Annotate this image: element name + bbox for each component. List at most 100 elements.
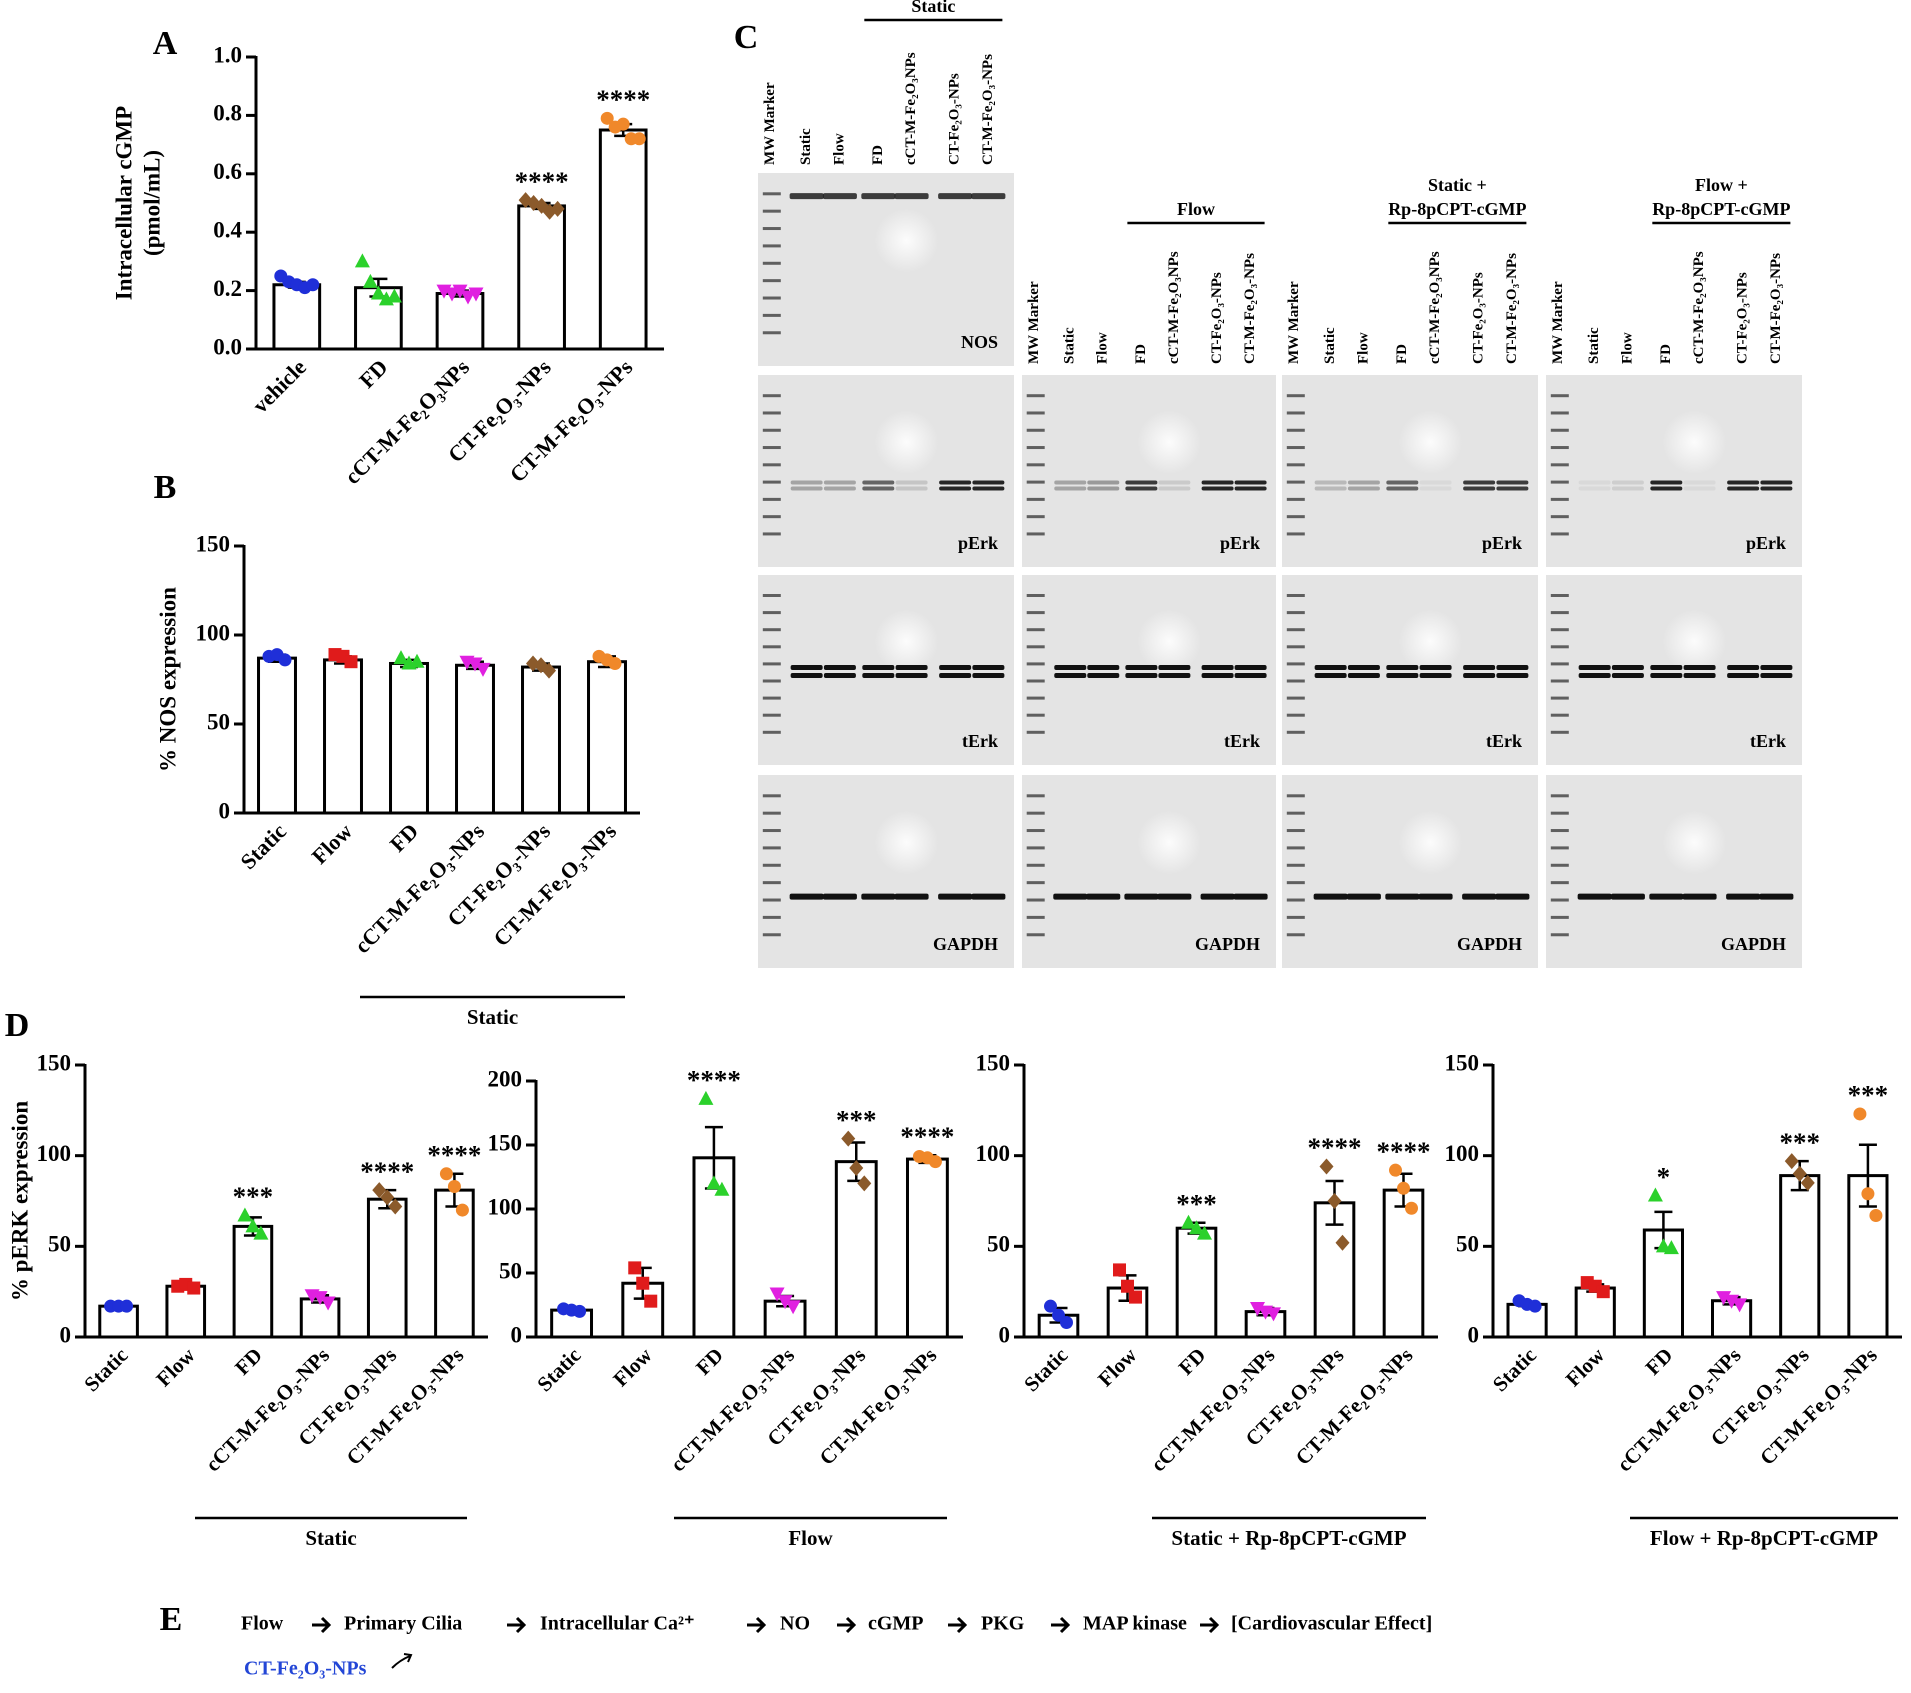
- data-point: [1397, 1181, 1410, 1195]
- ladder-band: [1550, 532, 1569, 536]
- data-point: [849, 1160, 864, 1177]
- x-tick-label: CT-M-Fe₂O₃-NPs: [1291, 1343, 1418, 1470]
- band: [1201, 486, 1234, 491]
- band: [1611, 486, 1644, 491]
- lane-label: CT-M-Fe₂O₃-NPs: [980, 54, 996, 165]
- data-point: [1113, 1263, 1126, 1277]
- ladder-band: [1026, 829, 1045, 833]
- band: [822, 193, 857, 200]
- data-point: [1596, 1285, 1610, 1299]
- ladder-band: [1286, 881, 1305, 885]
- x-tick-label: Flow: [1093, 1342, 1142, 1391]
- x-tick-label: FD: [1641, 1343, 1678, 1380]
- ladder-band: [1550, 411, 1569, 415]
- data-point: [1335, 1234, 1350, 1251]
- panel-label: E: [160, 1601, 183, 1638]
- data-point: [628, 1261, 642, 1275]
- lane-label: MW Marker: [762, 82, 778, 165]
- bar: [272, 283, 322, 351]
- ladder-band: [1026, 611, 1045, 615]
- band: [1087, 486, 1120, 491]
- lane-label: CT-M-Fe₂O₃-NPs: [1768, 253, 1784, 364]
- ladder-band: [1550, 480, 1569, 484]
- data-point: [245, 1218, 261, 1233]
- blot-glow: [1662, 410, 1727, 475]
- band: [1125, 673, 1158, 678]
- ladder-band: [1550, 915, 1569, 919]
- ladder-band: [1550, 662, 1569, 666]
- ladder-band: [1550, 829, 1569, 833]
- significance: ****: [1308, 1133, 1362, 1163]
- data-point: [354, 253, 370, 268]
- band: [1234, 486, 1267, 491]
- ladder-band: [1286, 515, 1305, 519]
- significance: ***: [836, 1105, 877, 1135]
- ladder-band: [762, 898, 781, 902]
- lane-label: cCT-M-Fe₂O₃NPs: [1691, 251, 1707, 364]
- band: [1347, 673, 1380, 678]
- band: [1496, 480, 1529, 485]
- blot: [1282, 375, 1538, 567]
- ladder-band: [1026, 446, 1045, 450]
- ladder-band: [1286, 713, 1305, 717]
- ladder-band: [1286, 446, 1305, 450]
- ladder-band: [1286, 794, 1305, 798]
- ladder-band: [1550, 594, 1569, 597]
- band: [972, 480, 1005, 485]
- band: [1462, 893, 1497, 900]
- band: [972, 673, 1005, 678]
- bar: [257, 656, 297, 815]
- band: [895, 665, 928, 670]
- x-tick-label: cCT-M-Fe₂O₃-NPs: [1612, 1343, 1745, 1476]
- band: [1386, 673, 1419, 678]
- y-tick-label: 150: [37, 1050, 72, 1075]
- ladder-band: [1026, 497, 1045, 501]
- data-point: [386, 288, 402, 303]
- data-point: [187, 1281, 201, 1295]
- ladder-band: [1026, 662, 1045, 666]
- ladder-band: [1026, 730, 1045, 734]
- data-point: [237, 1207, 253, 1222]
- data-point: [409, 653, 425, 668]
- x-tick-label: FD: [354, 354, 392, 392]
- band: [1727, 486, 1760, 491]
- band: [1054, 486, 1087, 491]
- protein-label: pErk: [1482, 533, 1522, 553]
- ladder-band: [1286, 594, 1305, 597]
- pathway-arrow: [1051, 1616, 1071, 1634]
- data-point: [573, 1304, 587, 1318]
- pathway-arrow: [312, 1616, 332, 1634]
- ladder-band: [1550, 645, 1569, 649]
- y-tick-label: 50: [1456, 1232, 1479, 1257]
- ladder-band: [762, 296, 781, 300]
- ladder-band: [1286, 898, 1305, 902]
- group-label: Static + Rp-8pCPT-cGMP: [1171, 1526, 1406, 1550]
- ladder-band: [762, 811, 781, 815]
- ladder-band: [762, 532, 781, 536]
- ladder-band: [1026, 881, 1045, 885]
- ladder-band: [762, 227, 781, 231]
- data-point: [1389, 1163, 1402, 1177]
- data-point: [468, 287, 484, 302]
- bar: [834, 1160, 878, 1339]
- ladder-band: [1550, 846, 1569, 850]
- lane-label: Flow: [831, 133, 847, 165]
- data-point: [636, 1276, 650, 1290]
- blot-glow: [1137, 410, 1202, 475]
- band: [972, 665, 1005, 670]
- ladder-band: [762, 933, 781, 937]
- lane-label: FD: [1658, 344, 1674, 364]
- ladder-band: [1286, 863, 1305, 867]
- band: [1650, 486, 1683, 491]
- protein-label: GAPDH: [1721, 934, 1786, 954]
- band: [1201, 665, 1234, 670]
- ladder-band: [1286, 428, 1305, 432]
- data-point: [1869, 1209, 1883, 1223]
- band: [789, 893, 824, 900]
- band: [790, 480, 823, 485]
- panel-label: D: [5, 1007, 30, 1044]
- ladder-band: [1286, 532, 1305, 536]
- data-point: [777, 1295, 793, 1310]
- ladder-band: [1286, 394, 1305, 398]
